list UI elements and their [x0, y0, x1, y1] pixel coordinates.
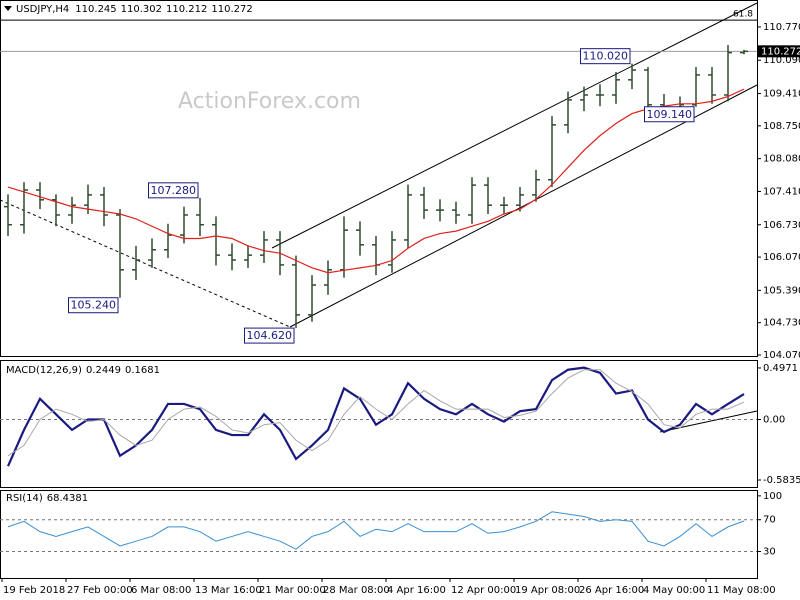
y-tick-label: -0.5835: [763, 475, 800, 486]
channel-lower: [289, 84, 758, 328]
annotation-box: [68, 297, 119, 314]
watermark: ActionForex.com: [178, 89, 361, 114]
quote-open: 110.245: [75, 4, 116, 15]
rsi-panel-frame: [0, 490, 758, 579]
quote-high: 110.302: [121, 4, 162, 15]
y-tick-label: 0.00: [763, 415, 785, 426]
indicator-line: [7, 369, 745, 457]
quote-low: 110.212: [166, 4, 207, 15]
x-tick-label: 19 Apr 08:00: [515, 585, 580, 596]
y-tick-label: 110.770: [763, 22, 800, 33]
x-tick-label: 6 Mar 08:00: [131, 585, 191, 596]
y-tick-label: 104.070: [763, 350, 800, 361]
indicator-line: [6, 366, 745, 467]
main-panel-frame: [0, 0, 758, 357]
x-tick-label: 27 Feb 00:00: [67, 585, 133, 596]
y-tick-label: 70: [763, 515, 776, 526]
main-header: USDJPY,H4 110.245 110.302 110.212 110.272: [16, 4, 253, 15]
x-tick-label: 4 May 00:00: [643, 585, 705, 596]
indicator-name: RSI(14): [6, 493, 43, 504]
moving-average: [7, 88, 745, 274]
quote-close: 110.272: [211, 4, 252, 15]
annotation-label: 105.240: [71, 299, 117, 312]
x-tick-label: 4 Apr 16:00: [387, 585, 446, 596]
menu-arrow: [4, 6, 12, 11]
macd-header: MACD(12,26,9) 0.2449 0.1681: [6, 365, 160, 376]
y-tick-label: 100: [763, 491, 782, 502]
annotation-label: 109.140: [647, 108, 693, 121]
price-label-box: [758, 45, 800, 58]
indicator-name: MACD(12,26,9): [6, 365, 82, 376]
symbol: USDJPY,H4: [16, 4, 69, 15]
trend-line: [0, 199, 291, 328]
y-tick-label: 0.4971: [763, 363, 798, 374]
y-tick-label: 106.070: [763, 252, 800, 263]
annotation-label: 107.280: [151, 184, 197, 197]
macd-value: 0.2449: [86, 365, 121, 376]
indicator-line: [7, 511, 745, 550]
y-tick-label: 108.750: [763, 121, 800, 132]
annotation-box: [580, 48, 631, 65]
channel-upper: [271, 2, 758, 249]
price-label: 110.272: [761, 46, 800, 57]
x-tick-label: 21 Mar 00:00: [259, 585, 326, 596]
rsi-value: 68.4381: [47, 493, 88, 504]
x-tick-label: 28 Mar 08:00: [323, 585, 390, 596]
y-tick-label: 107.410: [763, 186, 800, 197]
x-tick-label: 12 Apr 00:00: [451, 585, 516, 596]
annotation-label: 110.020: [583, 50, 629, 63]
macd-trend-line: [659, 410, 758, 433]
annotation-box: [644, 106, 695, 123]
x-tick-label: 13 Mar 16:00: [195, 585, 262, 596]
fib-level-label: 61.8: [733, 10, 753, 20]
y-tick-label: 108.080: [763, 154, 800, 165]
x-tick-label: 26 Apr 16:00: [579, 585, 644, 596]
y-tick-label: 104.730: [763, 318, 800, 329]
y-tick-label: 109.410: [763, 89, 800, 100]
y-tick-label: 30: [763, 547, 776, 558]
rsi-header: RSI(14) 68.4381: [6, 493, 88, 504]
y-tick-label: 110.090: [763, 55, 800, 66]
signal-value: 0.1681: [125, 365, 160, 376]
annotation-box: [148, 182, 199, 199]
x-tick-label: 11 May 08:00: [707, 585, 776, 596]
annotation-label: 104.620: [247, 329, 293, 342]
annotation-box: [244, 327, 295, 344]
y-tick-label: 105.390: [763, 285, 800, 296]
macd-panel-frame: [0, 360, 758, 488]
y-tick-label: 106.730: [763, 220, 800, 231]
x-tick-label: 19 Feb 2018: [3, 585, 65, 596]
